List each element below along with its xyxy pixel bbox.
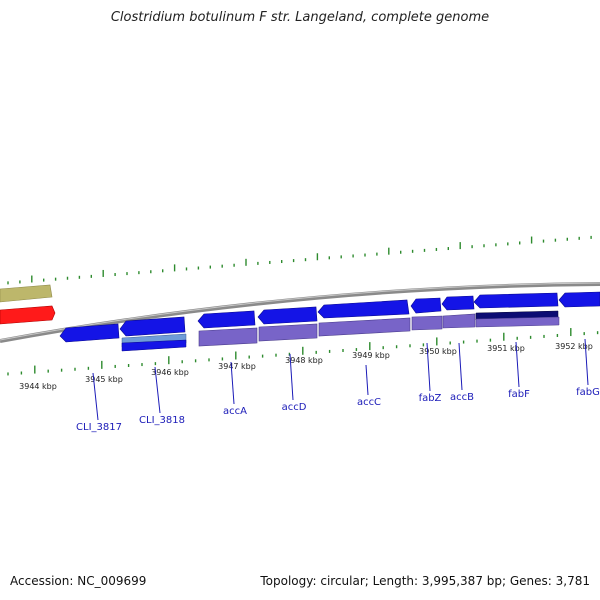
gene-arrow xyxy=(197,310,256,329)
scale-label: 3952 kbp xyxy=(555,342,593,351)
gene-label: accD xyxy=(282,402,307,413)
gene-leader-line xyxy=(515,341,520,388)
feature-bar-dark xyxy=(121,339,187,352)
gene-leader-line xyxy=(230,361,235,405)
gene-label: CLI_3818 xyxy=(139,415,185,426)
gene-leader-line xyxy=(365,364,369,396)
gene-leader-line xyxy=(289,353,294,401)
scale-label: 3951 kbp xyxy=(487,344,525,353)
gene-arrow xyxy=(410,297,442,314)
gene-label: accC xyxy=(357,397,381,408)
genome-summary-text: Topology: circular; Length: 3,995,387 bp… xyxy=(260,574,590,588)
gene-arrow xyxy=(317,299,410,319)
gene-label: accA xyxy=(223,406,247,417)
map-title: Clostridium botulinum F str. Langeland, … xyxy=(110,10,490,25)
gene-label: fabG xyxy=(576,387,600,398)
scale-labels: 3944 kbp 3945 kbp 3946 kbp 3947 kbp 3948 kbp… xyxy=(19,342,593,391)
outer-scale xyxy=(7,235,592,285)
scale-label: 3950 kbp xyxy=(419,347,457,356)
scale-label: 3944 kbp xyxy=(19,382,57,391)
gene-arrow xyxy=(119,316,186,337)
inner-scale xyxy=(7,328,599,376)
gene-label: fabF xyxy=(508,389,530,400)
feature-bar-purple xyxy=(411,315,443,331)
scale-label: 3948 kbp xyxy=(285,356,323,365)
red-feature-bar xyxy=(0,305,56,325)
gene-leader-line xyxy=(458,342,463,391)
gene-arrows xyxy=(59,291,600,343)
gene-arrow xyxy=(257,306,318,325)
scale-label: 3945 kbp xyxy=(85,375,123,384)
scale-label: 3946 kbp xyxy=(151,368,189,377)
olive-feature-bar xyxy=(0,284,53,303)
gene-label: CLI_3817 xyxy=(76,422,122,433)
feature-bar-purple xyxy=(198,327,258,347)
gene-arrow xyxy=(473,292,559,309)
gene-arrow xyxy=(59,323,120,343)
secondary-feature-bars xyxy=(121,310,560,352)
gene-leader-line xyxy=(584,338,589,386)
scale-label: 3947 kbp xyxy=(218,362,256,371)
feature-bar-purple xyxy=(475,316,560,328)
gene-labels: CLI_3817 CLI_3818 accA accD accC fabZ accB fabF… xyxy=(76,338,600,433)
accession-text: Accession: NC_009699 xyxy=(10,574,147,588)
scale-label: 3949 kbp xyxy=(352,351,390,360)
gene-arrow xyxy=(441,295,475,311)
gene-leader-line xyxy=(426,342,431,392)
left-feature-bars xyxy=(0,284,56,325)
gene-label: fabZ xyxy=(419,393,442,404)
gene-label: accB xyxy=(450,392,474,403)
gene-leader-line xyxy=(92,372,99,421)
feature-bar-purple xyxy=(258,323,318,342)
genome-backbone-highlight xyxy=(0,282,600,341)
feature-bar-purple xyxy=(442,313,476,329)
gene-leader-line xyxy=(154,366,161,414)
gene-arrow xyxy=(558,291,600,308)
feature-bar-purple xyxy=(318,317,411,337)
